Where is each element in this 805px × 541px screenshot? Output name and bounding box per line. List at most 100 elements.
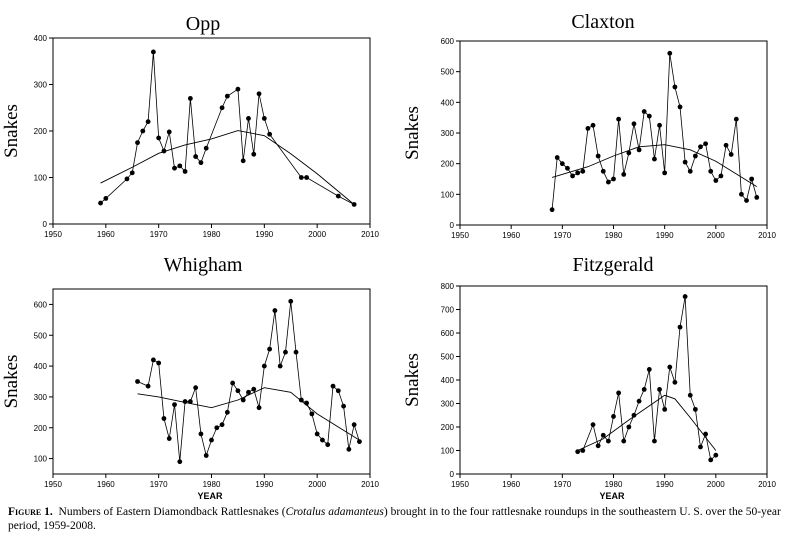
data-point <box>744 198 749 203</box>
y-tick-label: 0 <box>43 220 48 229</box>
data-point <box>103 196 109 201</box>
y-tick-label: 300 <box>34 393 48 402</box>
data-point <box>554 155 560 160</box>
data-point <box>754 195 760 200</box>
data-point <box>652 438 657 444</box>
x-tick-label: 2010 <box>758 231 776 240</box>
data-point <box>703 431 708 437</box>
data-point <box>251 386 257 392</box>
data-point <box>723 142 729 148</box>
data-point <box>261 363 267 369</box>
data-point <box>590 122 596 128</box>
data-point <box>172 402 177 408</box>
data-point <box>657 387 662 392</box>
data-point <box>708 168 714 174</box>
data-point <box>585 125 591 131</box>
x-tick-label: 2000 <box>308 230 326 239</box>
data-point <box>667 364 673 370</box>
data-point <box>235 388 241 394</box>
data-point <box>256 405 262 411</box>
data-point <box>626 150 632 156</box>
y-tick-label: 200 <box>34 127 48 136</box>
data-point <box>283 349 288 355</box>
data-point <box>288 298 294 304</box>
x-tick-label: 2000 <box>707 480 725 489</box>
data-point <box>616 116 622 122</box>
data-point <box>145 119 151 125</box>
data-point <box>570 173 575 179</box>
x-tick-label: 2000 <box>707 231 725 240</box>
data-point <box>646 367 652 372</box>
data-point <box>177 459 183 465</box>
y-tick-label: 400 <box>441 376 455 385</box>
data-point <box>335 388 341 394</box>
data-point <box>240 397 246 403</box>
data-point <box>733 116 739 122</box>
y-tick-label: 500 <box>34 331 48 340</box>
data-point <box>667 50 673 56</box>
x-tick-label: 1980 <box>605 231 623 240</box>
y-tick-label: 300 <box>441 400 455 409</box>
chart-whigham: Whigham Snakes YEAR 1950 1960 1970 1980 1990 200… <box>1 254 379 501</box>
y-tick-label: 100 <box>441 190 455 199</box>
data-point <box>698 444 703 450</box>
y-axis-label: Snakes <box>402 106 423 160</box>
x-tick-label: 1960 <box>97 480 115 489</box>
trend-line <box>577 394 717 451</box>
data-point <box>224 409 230 415</box>
y-tick-label: 600 <box>441 329 455 338</box>
y-axis-label: Snakes <box>402 353 423 407</box>
chart-title: Whigham <box>164 254 243 276</box>
data-point <box>198 431 204 437</box>
x-tick-label: 1950 <box>44 230 62 239</box>
data-point <box>611 414 616 419</box>
data-point <box>309 411 315 417</box>
data-point <box>662 170 668 176</box>
data-point <box>708 457 714 463</box>
data-point <box>267 346 273 352</box>
trend-line <box>551 144 758 188</box>
data-point <box>193 385 199 391</box>
data-point <box>687 392 693 398</box>
data-point <box>251 151 257 157</box>
caption-text-after: ) brought in to the four rattlesnake rou… <box>8 506 781 532</box>
y-tick-label: 100 <box>34 174 48 183</box>
y-tick-label: 500 <box>441 353 455 362</box>
data-point <box>124 176 130 182</box>
data-point <box>335 193 341 199</box>
data-point <box>156 360 162 366</box>
plot-frame <box>52 37 371 225</box>
data-point <box>631 412 637 418</box>
chart-title: Claxton <box>571 11 634 33</box>
data-point <box>177 163 183 169</box>
data-point <box>172 165 177 171</box>
data-point <box>156 135 162 141</box>
data-point <box>549 207 555 213</box>
data-point <box>641 109 647 114</box>
data-point <box>682 159 688 165</box>
data-point <box>357 439 362 445</box>
data-point <box>672 379 678 385</box>
data-point <box>677 104 683 110</box>
data-point <box>739 191 744 197</box>
data-point <box>166 436 172 441</box>
data-point <box>219 422 225 428</box>
plot-frame <box>52 288 371 475</box>
data-point <box>728 152 734 157</box>
data-point <box>246 116 251 121</box>
x-tick-label: 1980 <box>203 480 221 489</box>
caption-text-before: Numbers of Eastern Diamondback Rattlesna… <box>58 506 286 518</box>
data-point <box>611 176 616 182</box>
y-axis-label: Snakes <box>1 104 22 158</box>
data-point <box>662 406 668 412</box>
data-point <box>209 437 214 443</box>
x-tick-label: 1980 <box>203 230 221 239</box>
y-tick-label: 200 <box>441 423 455 432</box>
trend-line <box>100 130 355 205</box>
data-point <box>605 179 611 185</box>
x-tick-label: 1950 <box>451 231 469 240</box>
observed-line <box>577 296 717 461</box>
x-tick-label: 1950 <box>451 480 469 489</box>
